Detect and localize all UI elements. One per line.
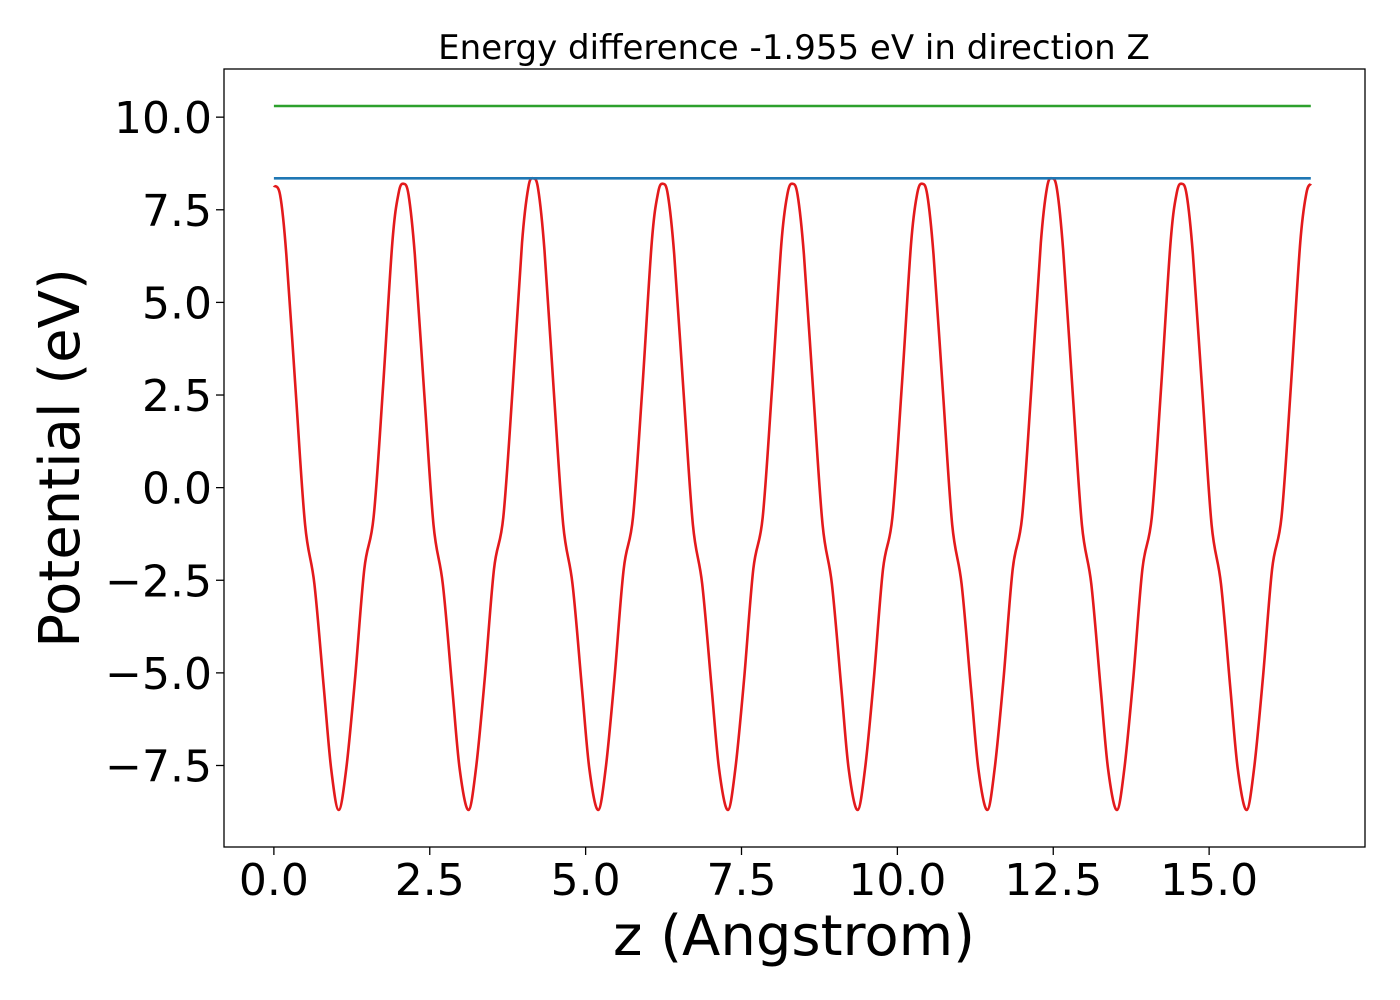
y-axis-ticks: −7.5 −5.0 −2.5 0.0 2.5 5.0 7.5 10.0 xyxy=(105,93,224,792)
y-tick-label: 10.0 xyxy=(114,93,212,144)
y-tick-label: 0.0 xyxy=(142,464,212,515)
y-tick-label: −7.5 xyxy=(105,741,212,792)
y-axis-label: Potential (eV) xyxy=(28,268,93,648)
x-tick-label: 2.5 xyxy=(395,855,465,906)
series-line-potential xyxy=(272,176,1312,812)
y-tick-label: 7.5 xyxy=(142,186,212,237)
y-tick-label: 5.0 xyxy=(142,278,212,329)
y-tick-label: −2.5 xyxy=(105,556,212,607)
x-tick-label: 0.0 xyxy=(239,855,309,906)
plot-area-frame xyxy=(223,68,1366,848)
x-axis-ticks: 0.0 2.5 5.0 7.5 10.0 12.5 15.0 xyxy=(239,847,1258,906)
series-layer xyxy=(272,104,1312,812)
x-tick-label: 7.5 xyxy=(707,855,777,906)
x-axis-label: z (Angstrom) xyxy=(613,904,975,969)
x-tick-label: 10.0 xyxy=(848,855,946,906)
x-tick-label: 12.5 xyxy=(1004,855,1102,906)
y-tick-label: 2.5 xyxy=(142,371,212,422)
chart-title: Energy difference -1.955 eV in direction… xyxy=(438,28,1150,68)
x-tick-label: 15.0 xyxy=(1160,855,1258,906)
x-tick-label: 5.0 xyxy=(551,855,621,906)
y-tick-label: −5.0 xyxy=(105,649,212,700)
